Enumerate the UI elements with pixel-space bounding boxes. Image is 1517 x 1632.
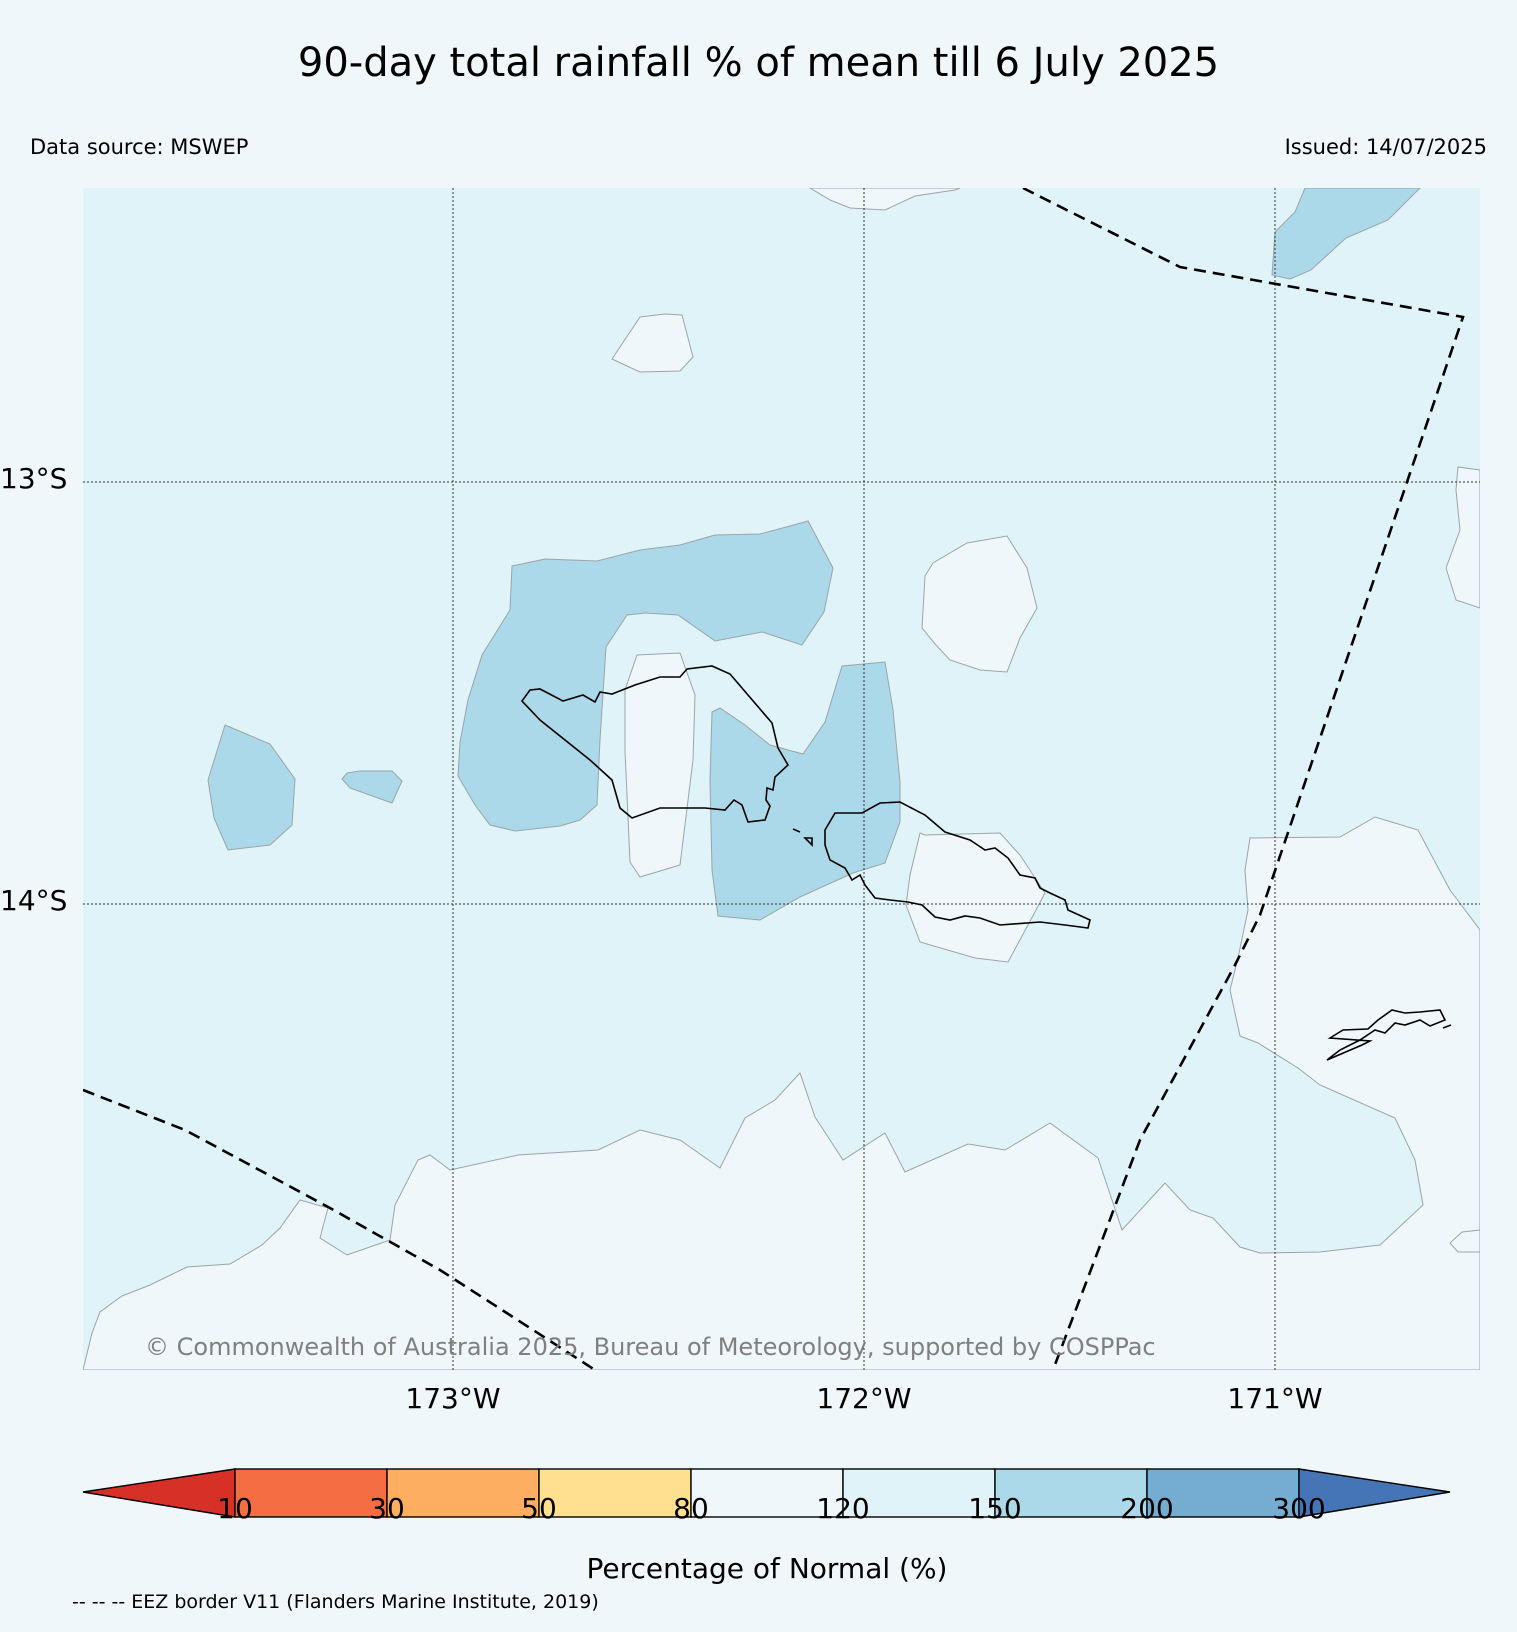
- region-150-200-central: [709, 661, 901, 921]
- tutuila-coastline: [1326, 1009, 1447, 1061]
- colorbar-bin-10-30: [234, 1468, 388, 1518]
- colorbar-tick-30: 30: [369, 1492, 405, 1525]
- region-80-120-savaii-core: [624, 652, 696, 878]
- colorbar-bin-30-50: [386, 1468, 540, 1518]
- upolu-coastline: [824, 801, 1091, 929]
- east-tip-coastline: [1442, 1024, 1452, 1029]
- colorbar: [82, 1468, 1451, 1518]
- lon-label-172w: 172°W: [816, 1382, 912, 1415]
- colorbar-title: Percentage of Normal (%): [586, 1552, 948, 1585]
- region-80-120-southeast-blip: [1449, 1229, 1480, 1253]
- colorbar-bin-50-80: [538, 1468, 692, 1518]
- colorbar-tick-200: 200: [1120, 1492, 1174, 1525]
- colorbar-bin-80-120: [690, 1468, 844, 1518]
- colorbar-tick-150: 150: [968, 1492, 1022, 1525]
- colorbar-bin-200-300: [1146, 1468, 1300, 1518]
- colorbar-tick-120: 120: [816, 1492, 870, 1525]
- region-80-120-upolu-east: [905, 832, 1046, 963]
- copyright-text: © Commonwealth of Australia 2025, Bureau…: [145, 1333, 1156, 1361]
- colorbar-tick-10: 10: [217, 1492, 253, 1525]
- colorbar-tick-300: 300: [1272, 1492, 1326, 1525]
- lon-label-171w: 171°W: [1227, 1382, 1323, 1415]
- apolima-manono-coastline: [792, 828, 813, 847]
- eez-border-north: [1022, 188, 1465, 1370]
- savaii-coastline: [520, 665, 790, 823]
- region-150-200-west: [207, 724, 296, 851]
- graticule: [83, 188, 1480, 1370]
- region-80-120-east-blob: [921, 535, 1038, 673]
- issued-date-label: Issued: 14/07/2025: [1284, 135, 1487, 159]
- colorbar-tick-80: 80: [673, 1492, 709, 1525]
- region-150-200-west-small: [341, 770, 403, 804]
- colorbar-bin-120-150: [842, 1468, 996, 1518]
- eez-border-southwest: [83, 1088, 596, 1370]
- colorbar-tick-50: 50: [521, 1492, 557, 1525]
- region-80-120-north-blob: [611, 313, 694, 373]
- region-150-200-savaii: [457, 520, 834, 832]
- eez-legend-note: -- -- -- EEZ border V11 (Flanders Marine…: [72, 1591, 599, 1613]
- region-80-120-east-edge: [1445, 466, 1480, 609]
- lat-label-14s: 14°S: [0, 884, 68, 917]
- region-80-120-north-top: [809, 188, 961, 211]
- data-source-label: Data source: MSWEP: [30, 135, 249, 159]
- region-150-200-northeast: [1271, 188, 1421, 280]
- colorbar-extend-high: [1298, 1468, 1451, 1518]
- map-title: 90-day total rainfall % of mean till 6 J…: [297, 40, 1220, 86]
- lon-label-173w: 173°W: [405, 1382, 501, 1415]
- lat-label-13s: 13°S: [0, 462, 68, 495]
